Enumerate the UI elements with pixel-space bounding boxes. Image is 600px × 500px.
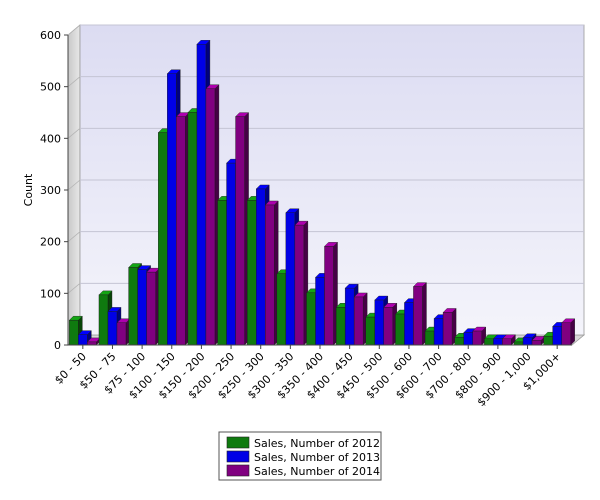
bar-front: [543, 336, 553, 346]
legend-entry: Sales, Number of 2012: [226, 436, 380, 450]
bar-front: [365, 316, 375, 346]
bar-front: [158, 132, 168, 346]
legend-swatch: [226, 436, 250, 449]
bar-front: [276, 273, 287, 346]
bar: [353, 292, 368, 346]
bar: [294, 220, 309, 346]
bar: [86, 337, 101, 346]
bar: [235, 112, 250, 346]
bar-front: [285, 212, 296, 346]
bar-front: [187, 112, 198, 346]
bar-front: [413, 286, 423, 346]
bar: [324, 241, 338, 346]
bar-front: [217, 200, 227, 346]
bar: [442, 307, 457, 346]
gridline-side: [67, 24, 81, 36]
y-tick-label: 200: [40, 236, 61, 249]
bar-front: [433, 318, 444, 346]
bar-front: [137, 269, 147, 346]
bar-front: [107, 311, 118, 346]
bar-front: [78, 334, 88, 346]
bar: [146, 267, 161, 346]
bar-front: [531, 340, 542, 346]
bar-front: [265, 204, 275, 346]
bar-front: [454, 337, 464, 346]
bar-front: [315, 277, 325, 346]
bar-front: [522, 337, 533, 346]
legend-swatch: [226, 464, 250, 477]
legend-label: Sales, Number of 2012: [254, 437, 380, 450]
bar-front: [472, 330, 482, 346]
bar-front: [383, 307, 393, 346]
bar: [205, 84, 220, 346]
bar-front: [205, 88, 216, 346]
y-tick-label: 0: [54, 339, 61, 352]
bar: [472, 326, 487, 346]
bar-front: [324, 246, 334, 346]
legend-swatch: [226, 450, 250, 463]
bar: [501, 334, 516, 346]
bar-front: [98, 294, 109, 346]
bar: [561, 318, 576, 346]
bar: [412, 282, 427, 346]
bar-front: [484, 338, 494, 346]
bar-front: [493, 338, 503, 346]
bar-front: [69, 320, 79, 346]
bar-front: [502, 338, 512, 346]
bar-front: [235, 116, 245, 346]
y-ticks: 0 100 200 300 400 500 600: [40, 29, 68, 352]
legend-entry: Sales, Number of 2014: [226, 464, 380, 478]
y-tick-label: 300: [40, 184, 61, 197]
y-tick-label: 100: [40, 287, 61, 300]
bar-front: [247, 200, 257, 346]
bar-front: [353, 296, 364, 346]
bar-side: [570, 318, 575, 346]
bar-front: [344, 287, 355, 346]
bar-front: [294, 224, 305, 346]
bar-front: [306, 292, 316, 346]
gridline-side: [67, 179, 81, 191]
bar-front: [167, 73, 177, 346]
bar-front: [463, 332, 473, 346]
legend-entry: Sales, Number of 2013: [226, 450, 380, 464]
y-tick-label: 500: [40, 81, 61, 94]
x-ticks: $0 - 50$50 - 75$75 - 100$100 - 150$150 -…: [52, 345, 563, 409]
y-tick-label: 600: [40, 29, 61, 42]
bar-front: [561, 322, 571, 346]
y-tick-label: 400: [40, 132, 61, 145]
legend-label: Sales, Number of 2013: [254, 451, 380, 464]
bar-front: [146, 271, 156, 346]
bar-front: [226, 162, 236, 346]
bar-front: [395, 313, 405, 346]
bar-front: [442, 312, 453, 346]
gridline-side: [67, 283, 81, 294]
y-axis-title: Count: [22, 173, 35, 206]
bar-front: [196, 44, 207, 346]
bar: [383, 302, 398, 346]
bar-front: [128, 267, 138, 346]
bar: [175, 112, 190, 346]
bar: [116, 318, 131, 346]
bar-front: [116, 322, 127, 346]
gridline-side: [67, 231, 81, 242]
bar-front: [552, 326, 562, 346]
bar-front: [176, 116, 186, 346]
bar-front: [374, 299, 384, 346]
bar-front: [335, 307, 346, 346]
gridline-side: [67, 128, 81, 139]
legend-label: Sales, Number of 2014: [254, 465, 380, 478]
bar-front: [424, 330, 435, 346]
bar: [264, 200, 279, 346]
bars: [68, 39, 576, 346]
bar-front: [256, 188, 266, 346]
bar-front: [404, 302, 414, 346]
gridline-side: [67, 76, 81, 87]
